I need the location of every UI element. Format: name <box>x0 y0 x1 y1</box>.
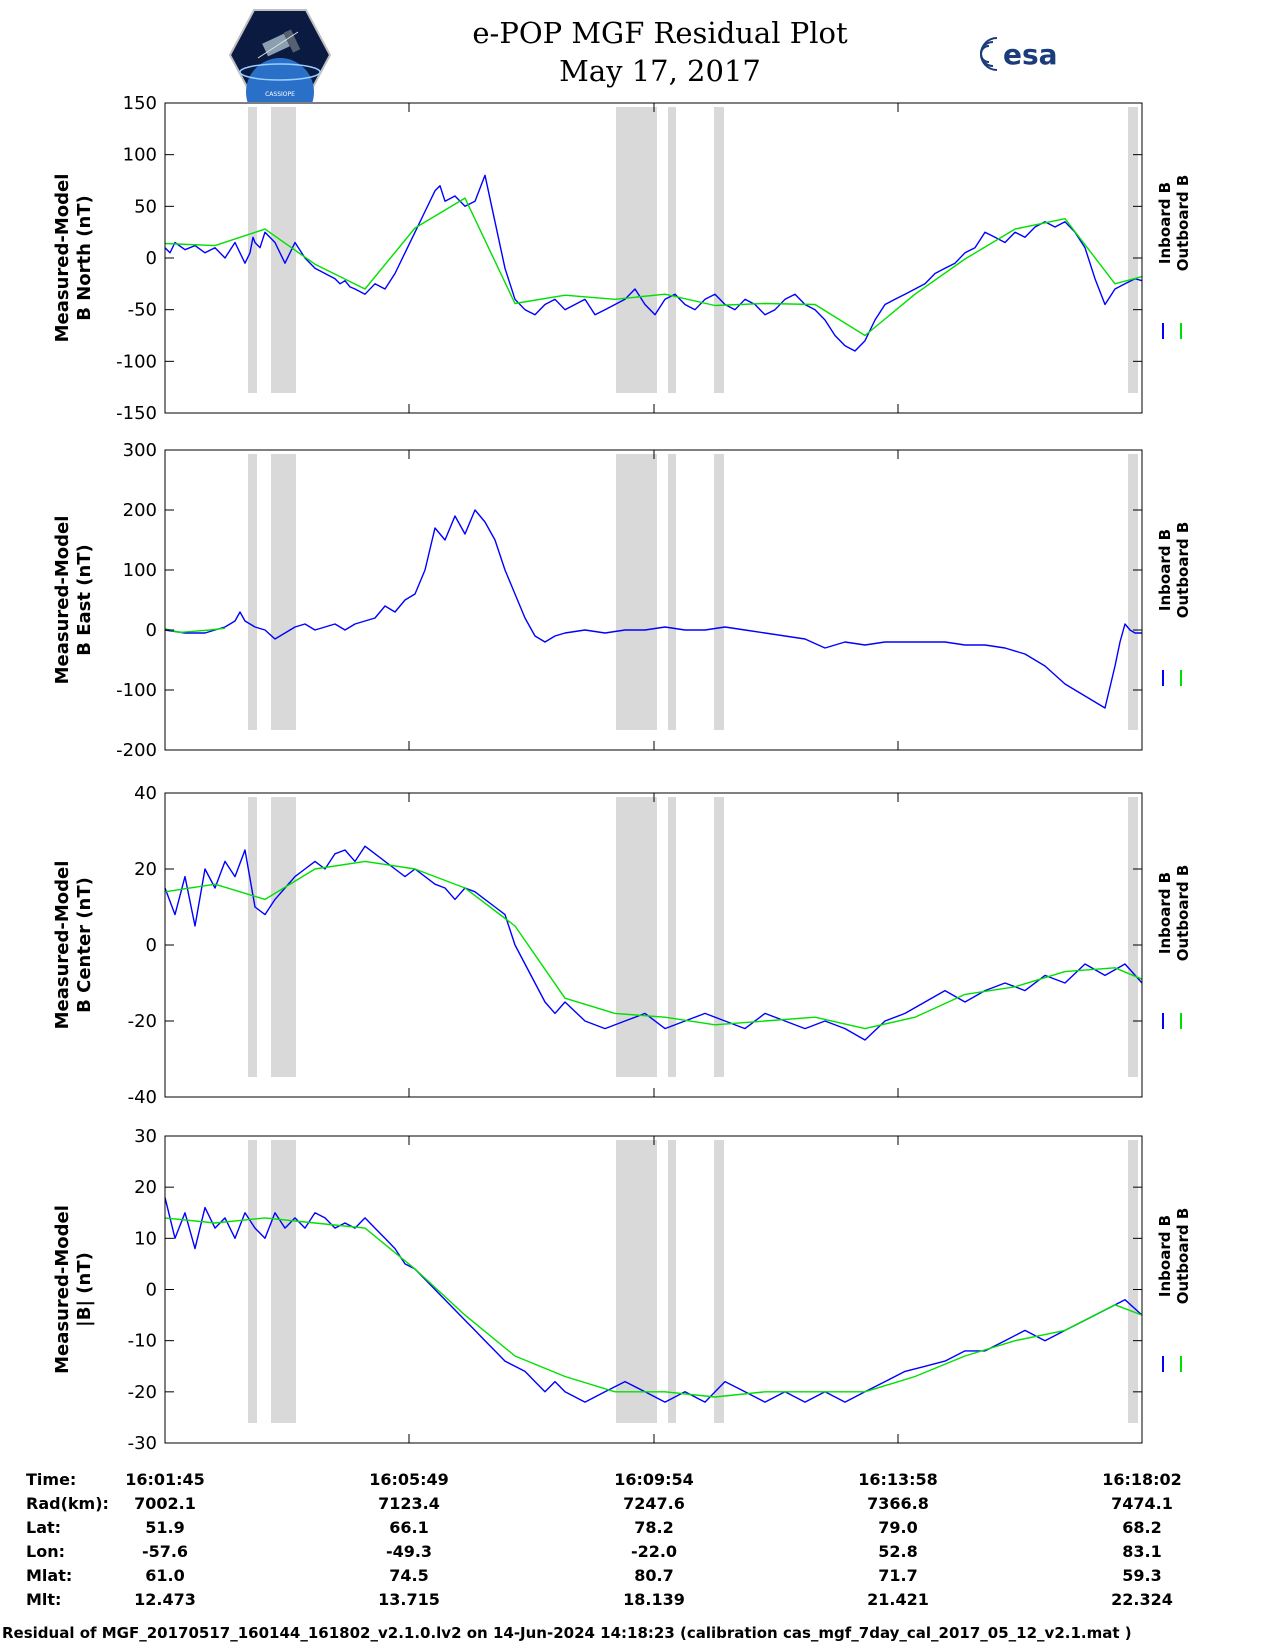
data-gap-band <box>616 107 657 393</box>
y-tick-label: -40 <box>128 1087 157 1108</box>
y-tick-label: -100 <box>116 680 157 701</box>
chart-subtitle: May 17, 2017 <box>559 54 761 88</box>
y-tick-label: -200 <box>116 740 157 761</box>
data-gap-band <box>616 454 657 730</box>
cassiope-logo-caption: CASSIOPE <box>265 91 295 98</box>
data-gap-band <box>271 454 296 730</box>
y-tick-label: 20 <box>134 859 157 880</box>
esa-logo-text: esa <box>1003 38 1058 71</box>
data-gap-band <box>248 797 257 1077</box>
y-tick-label: 0 <box>146 248 157 269</box>
data-gap-band <box>248 1140 257 1423</box>
legend-entry: Outboard B <box>1174 1208 1192 1305</box>
y-tick-label: 150 <box>123 93 157 114</box>
y-tick-label: 50 <box>134 196 157 217</box>
y-axis-label: Measured-ModelB North (nT) <box>52 174 95 343</box>
panel-3: 40 20 0 -20 -40 Measured-ModelB Center (nT) In… <box>52 783 1192 1108</box>
legend-entry: Outboard B <box>1174 865 1192 962</box>
series-line-inboard <box>164 845 1143 1041</box>
series-line-inboard <box>164 1197 1143 1403</box>
y-tick-label: 30 <box>134 1126 157 1147</box>
y-tick-label: 20 <box>134 1177 157 1198</box>
y-axis-label: Measured-ModelB East (nT) <box>52 516 95 685</box>
y-tick-label: 0 <box>146 935 157 956</box>
y-tick-label: 200 <box>123 500 157 521</box>
y-tick-label: -20 <box>128 1011 157 1032</box>
y-tick-label: -150 <box>116 403 157 424</box>
y-tick-label: -20 <box>128 1382 157 1403</box>
data-gap-band <box>616 1140 657 1423</box>
data-gap-band <box>271 1140 296 1423</box>
data-gap-band <box>668 107 676 393</box>
y-tick-label: -100 <box>116 351 157 372</box>
y-tick-label: 40 <box>134 783 157 804</box>
y-tick-label: 300 <box>123 440 157 461</box>
y-axis-label-line: |B| (nT) <box>74 1252 95 1327</box>
series-line-outboard <box>164 627 226 634</box>
panel-4: 30 20 10 0 -10 -20 -30 Measured-Model|B| (nT) In… <box>52 1126 1192 1454</box>
series-line-inboard <box>164 174 1143 352</box>
series-line-outboard <box>164 860 1143 1030</box>
data-gap-band <box>1128 797 1138 1077</box>
data-gap-band <box>248 454 257 730</box>
data-gap-band <box>714 107 724 393</box>
panel-2: 300 200 100 0 -100 -200 Measured-ModelB East (… <box>52 440 1192 761</box>
y-tick-label: 10 <box>134 1228 157 1249</box>
data-gap-band <box>668 1140 676 1423</box>
y-tick-label: -50 <box>128 300 157 321</box>
y-tick-label: 100 <box>123 145 157 166</box>
legend: Inboard BOutboard B <box>1156 1208 1192 1305</box>
legend-entry: Inboard B <box>1156 182 1174 264</box>
y-axis-label-line: Measured-Model <box>52 174 73 343</box>
data-gap-band <box>271 797 296 1077</box>
data-gap-band <box>1128 1140 1138 1423</box>
legend: Inboard BOutboard B <box>1156 865 1192 962</box>
data-gap-band <box>714 1140 724 1423</box>
data-gap-band <box>616 797 657 1077</box>
y-tick-label: 100 <box>123 560 157 581</box>
y-axis-label-line: Measured-Model <box>52 516 73 685</box>
chart-title: e-POP MGF Residual Plot <box>472 16 848 50</box>
legend-entry: Outboard B <box>1174 522 1192 619</box>
y-axis-label-line: B North (nT) <box>74 195 95 321</box>
y-axis-label-line: Measured-Model <box>52 1205 73 1374</box>
y-axis-label-line: Measured-Model <box>52 861 73 1030</box>
data-gap-band <box>1128 454 1138 730</box>
data-gap-band <box>271 107 296 393</box>
y-axis-label-line: B East (nT) <box>74 544 95 656</box>
y-tick-label: -10 <box>128 1331 157 1352</box>
data-gap-band <box>668 797 676 1077</box>
data-gap-band <box>668 454 676 730</box>
cassiope-logo: CASSIOPE <box>228 9 332 102</box>
y-axis-label: Measured-Model|B| (nT) <box>52 1205 95 1374</box>
legend-entry: Inboard B <box>1156 872 1174 954</box>
footer-caption: Residual of MGF_20170517_160144_161802_v… <box>2 1624 1132 1642</box>
esa-logo: esa <box>980 37 1058 71</box>
data-gap-band <box>714 797 724 1077</box>
panel-1: 150 100 50 0 -50 -100 -150 Measured-ModelB Nort… <box>52 93 1192 424</box>
data-gap-band <box>714 454 724 730</box>
legend: Inboard BOutboard B <box>1156 522 1192 619</box>
data-gap-band <box>1128 107 1138 393</box>
y-tick-label: -30 <box>128 1433 157 1454</box>
y-axis-label: Measured-ModelB Center (nT) <box>52 861 95 1030</box>
legend-entry: Outboard B <box>1174 175 1192 272</box>
legend-entry: Inboard B <box>1156 1215 1174 1297</box>
data-gap-band <box>248 107 257 393</box>
y-tick-label: 0 <box>146 620 157 641</box>
series-line-outboard <box>164 1217 1143 1398</box>
legend-entry: Inboard B <box>1156 529 1174 611</box>
series-line-inboard <box>164 509 1142 709</box>
title-block: e-POP MGF Residual Plot May 17, 2017 <box>340 14 980 90</box>
legend: Inboard BOutboard B <box>1156 175 1192 272</box>
y-tick-label: 0 <box>146 1280 157 1301</box>
series-line-outboard <box>164 197 1143 337</box>
y-axis-label-line: B Center (nT) <box>74 877 95 1013</box>
